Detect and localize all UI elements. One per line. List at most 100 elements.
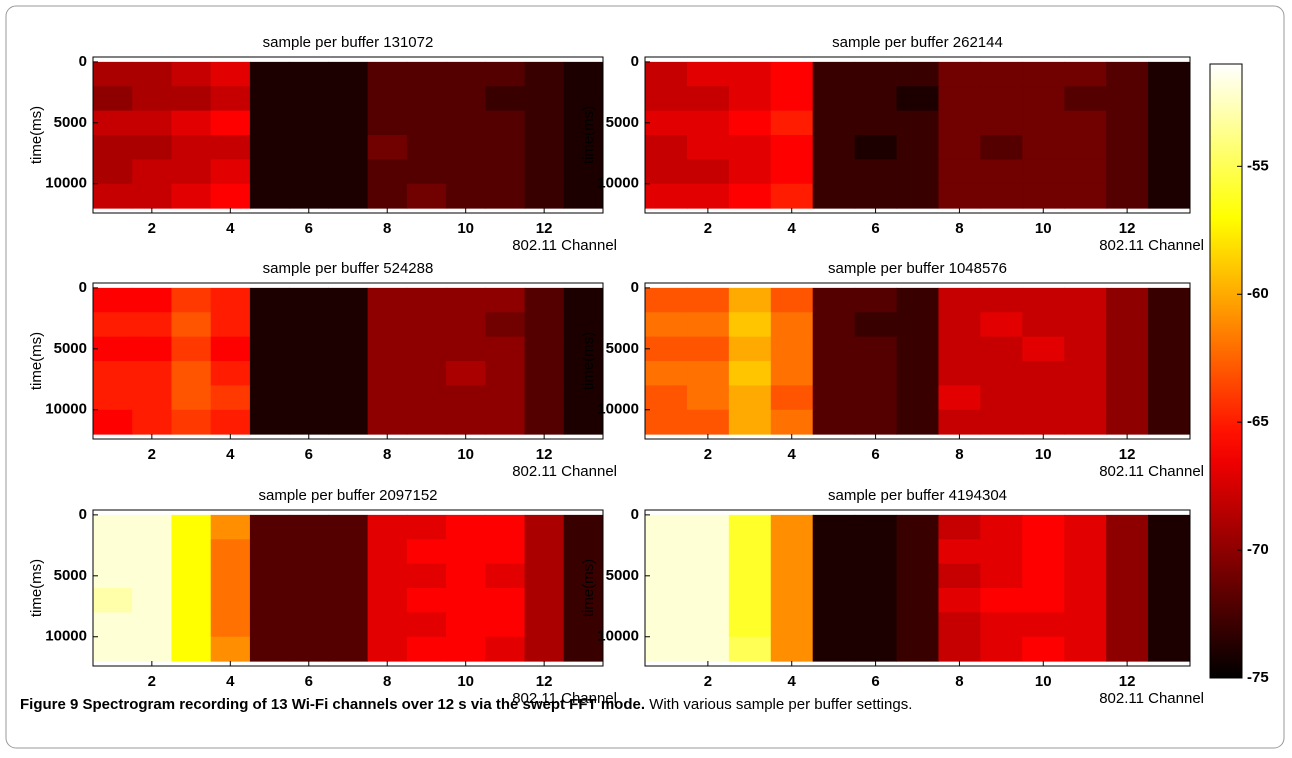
heat-cell <box>1148 135 1191 160</box>
heat-cell <box>563 588 604 613</box>
heat-cell <box>686 539 730 565</box>
heat-cell <box>210 361 251 386</box>
heat-cell <box>406 612 447 638</box>
heat-cell <box>854 539 898 565</box>
heat-cell <box>770 385 814 411</box>
heat-cell <box>132 110 172 136</box>
heat-cell <box>812 361 856 386</box>
y-tick-label: 0 <box>631 506 639 523</box>
heat-cell <box>93 312 133 338</box>
heat-cell <box>93 159 133 185</box>
heat-cell <box>728 385 772 411</box>
heat-cell <box>1022 110 1065 136</box>
heat-cell <box>485 514 526 540</box>
heat-cell <box>132 539 172 565</box>
heat-cell <box>686 86 730 112</box>
heat-cell <box>1064 135 1107 160</box>
heat-cell <box>485 312 526 338</box>
heat-cell <box>132 409 172 435</box>
heat-cell <box>980 287 1023 313</box>
heat-cell <box>406 385 447 411</box>
figure-border <box>5 5 1285 749</box>
plot-frame <box>644 509 1191 667</box>
heat-cell <box>563 636 604 662</box>
heat-cell <box>210 312 251 338</box>
heat-cell <box>728 287 772 313</box>
heat-cell <box>171 563 212 589</box>
heat-cell <box>938 287 981 313</box>
heat-cell <box>1022 287 1065 313</box>
heat-cell <box>645 135 688 160</box>
heat-cell <box>249 336 290 362</box>
heat-cell <box>1022 409 1065 435</box>
heat-cell <box>328 61 369 87</box>
heat-cell <box>854 61 898 87</box>
heat-cell <box>328 110 369 136</box>
x-tick-label: 12 <box>1119 673 1136 690</box>
heat-cell <box>1022 61 1065 87</box>
heat-cell <box>980 514 1023 540</box>
heat-cell <box>289 287 329 313</box>
heat-cell <box>485 287 526 313</box>
heat-cell <box>1148 612 1191 638</box>
heat-cell <box>367 159 408 185</box>
x-tick-label: 2 <box>704 446 712 463</box>
x-tick-label: 6 <box>305 446 313 463</box>
heat-cell <box>728 514 772 540</box>
heat-cell <box>812 588 856 613</box>
heat-cell <box>980 312 1023 338</box>
heat-cell <box>645 61 688 87</box>
heat-cell <box>812 385 856 411</box>
heat-cell <box>896 361 939 386</box>
y-tick-label: 5000 <box>606 114 639 131</box>
y-tick-label: 10000 <box>597 401 639 418</box>
y-axis-label: time(ms) <box>28 332 45 390</box>
heat-cell <box>728 409 772 435</box>
heat-cell <box>328 588 369 613</box>
heat-cell <box>328 563 369 589</box>
heat-cell <box>1022 539 1065 565</box>
heat-cell <box>770 159 814 185</box>
heat-cell <box>1064 539 1107 565</box>
colorbar-tick-label: -65 <box>1247 413 1269 430</box>
heat-cell <box>1106 110 1149 136</box>
heat-cell <box>446 159 486 185</box>
heat-cell <box>1022 336 1065 362</box>
heat-cell <box>1148 110 1191 136</box>
heat-cell <box>812 612 856 638</box>
heat-cell <box>132 159 172 185</box>
heat-cell <box>171 539 212 565</box>
heat-cell <box>1064 636 1107 662</box>
heat-cell <box>770 287 814 313</box>
heat-cell <box>563 312 604 338</box>
heat-cell <box>854 636 898 662</box>
heat-cell <box>289 563 329 589</box>
heat-cell <box>132 514 172 540</box>
heat-cell <box>1148 539 1191 565</box>
heat-cell <box>854 287 898 313</box>
heat-cell <box>446 636 486 662</box>
heat-cell <box>563 336 604 362</box>
heat-cell <box>1064 588 1107 613</box>
heat-cell <box>485 135 526 160</box>
heat-cell <box>938 336 981 362</box>
heat-cell <box>171 135 212 160</box>
y-tick-label: 10000 <box>597 628 639 645</box>
heat-cell <box>1106 636 1149 662</box>
heat-cell <box>328 636 369 662</box>
heat-cell <box>210 159 251 185</box>
heat-cell <box>446 385 486 411</box>
chart-title: sample per buffer 2097152 <box>258 487 437 504</box>
heat-cell <box>485 612 526 638</box>
heat-cell <box>645 361 688 386</box>
y-axis-label: time(ms) <box>28 106 45 164</box>
y-tick-label: 0 <box>79 506 87 523</box>
heat-cell <box>854 110 898 136</box>
heat-cell <box>896 336 939 362</box>
heat-cell <box>645 110 688 136</box>
x-tick-label: 4 <box>788 446 797 463</box>
x-tick-label: 2 <box>148 673 156 690</box>
heat-cell <box>854 361 898 386</box>
heat-cell <box>1148 183 1191 209</box>
